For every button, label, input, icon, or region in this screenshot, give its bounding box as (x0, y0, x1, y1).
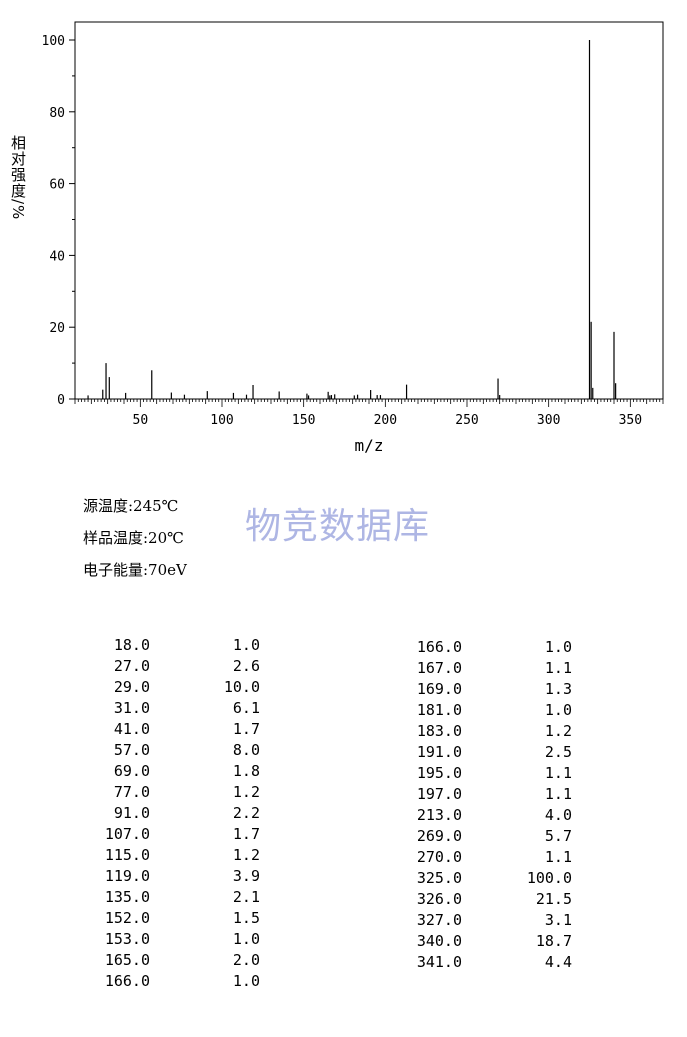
mz-value: 165.0 (104, 951, 150, 969)
x-tick-label: 300 (537, 413, 560, 428)
intensity-value: 1.0 (544, 638, 572, 656)
mz-value: 195.0 (416, 764, 462, 782)
mz-value: 31.0 (113, 699, 150, 717)
x-tick-label: 200 (374, 413, 397, 428)
intensity-value: 5.7 (544, 827, 572, 845)
mz-value: 115.0 (104, 846, 150, 864)
mz-value: 327.0 (416, 911, 462, 929)
mz-value: 152.0 (104, 909, 150, 927)
mz-value: 270.0 (416, 848, 462, 866)
electron-energy: 电子能量:70eV (83, 561, 187, 579)
intensity-value: 4.4 (544, 953, 572, 971)
mz-value: 213.0 (416, 806, 462, 824)
y-axis: 0 20 40 60 80 100 (42, 34, 75, 408)
intensity-value: 3.1 (544, 911, 572, 929)
intensity-value: 2.6 (232, 657, 260, 675)
mz-value: 183.0 (416, 722, 462, 740)
intensity-value: 18.7 (535, 932, 572, 950)
plot-frame (74, 21, 664, 400)
x-tick-label: 100 (210, 413, 233, 428)
mz-value: 167.0 (416, 659, 462, 677)
x-tick-label: 250 (455, 413, 478, 428)
source-temperature: 源温度:245℃ (83, 497, 179, 515)
x-axis: 50 100 150 200 250 300 350 (74, 399, 664, 428)
mz-value: 41.0 (113, 720, 150, 738)
intensity-value: 10.0 (223, 678, 260, 696)
mz-value: 69.0 (113, 762, 150, 780)
intensity-value: 2.1 (232, 888, 260, 906)
intensity-value: 3.9 (232, 867, 260, 885)
x-tick-label: 350 (619, 413, 642, 428)
mz-value: 57.0 (113, 741, 150, 759)
intensity-value: 1.0 (232, 972, 260, 990)
mz-value: 119.0 (104, 867, 150, 885)
peak-bars (87, 40, 617, 399)
y-tick-label: 80 (49, 106, 65, 121)
intensity-value: 1.0 (232, 636, 260, 654)
x-tick-label: 50 (133, 413, 149, 428)
y-tick-label: 100 (42, 34, 65, 49)
mz-value: 166.0 (104, 972, 150, 990)
mz-value: 341.0 (416, 953, 462, 971)
intensity-value: 1.7 (232, 720, 260, 738)
intensity-value: 1.1 (544, 785, 572, 803)
mz-value: 191.0 (416, 743, 462, 761)
y-tick-label: 0 (57, 393, 65, 408)
intensity-value: 2.2 (232, 804, 260, 822)
intensity-value: 1.1 (544, 848, 572, 866)
mz-value: 29.0 (113, 678, 150, 696)
mz-value: 153.0 (104, 930, 150, 948)
mz-value: 107.0 (104, 825, 150, 843)
mz-value: 135.0 (104, 888, 150, 906)
intensity-value: 1.2 (544, 722, 572, 740)
x-axis-label: m/z (355, 436, 384, 455)
mz-value: 166.0 (416, 638, 462, 656)
intensity-value: 1.2 (232, 846, 260, 864)
intensity-value: 1.0 (232, 930, 260, 948)
intensity-value: 1.1 (544, 764, 572, 782)
y-axis-label: 相对强度/% (9, 135, 27, 220)
sample-temperature: 样品温度:20℃ (83, 529, 184, 547)
mz-value: 27.0 (113, 657, 150, 675)
mz-value: 269.0 (416, 827, 462, 845)
mass-spectrum-chart: 0 20 40 60 80 100 50 100 150 200 250 300 350 m/z 相对… (9, 21, 664, 455)
intensity-value: 1.8 (232, 762, 260, 780)
mz-value: 326.0 (416, 890, 462, 908)
y-tick-label: 20 (49, 321, 65, 336)
intensity-value: 2.5 (544, 743, 572, 761)
mz-value: 169.0 (416, 680, 462, 698)
intensity-value: 1.0 (544, 701, 572, 719)
intensity-value: 4.0 (544, 806, 572, 824)
intensity-value: 2.0 (232, 951, 260, 969)
mz-value: 197.0 (416, 785, 462, 803)
intensity-value: 21.5 (535, 890, 572, 908)
watermark-text: 物竞数据库 (245, 506, 431, 547)
intensity-value: 100.0 (526, 869, 572, 887)
intensity-value: 1.7 (232, 825, 260, 843)
mz-value: 77.0 (113, 783, 150, 801)
mz-value: 181.0 (416, 701, 462, 719)
mz-value: 18.0 (113, 636, 150, 654)
y-tick-label: 40 (49, 249, 65, 264)
x-tick-label: 150 (292, 413, 315, 428)
intensity-value: 1.1 (544, 659, 572, 677)
intensity-value: 1.2 (232, 783, 260, 801)
intensity-value: 6.1 (232, 699, 260, 717)
mz-value: 325.0 (416, 869, 462, 887)
mz-value: 340.0 (416, 932, 462, 950)
intensity-value: 1.5 (232, 909, 260, 927)
intensity-value: 1.3 (544, 680, 572, 698)
intensity-value: 8.0 (232, 741, 260, 759)
y-tick-label: 60 (49, 178, 65, 193)
mz-value: 91.0 (113, 804, 150, 822)
